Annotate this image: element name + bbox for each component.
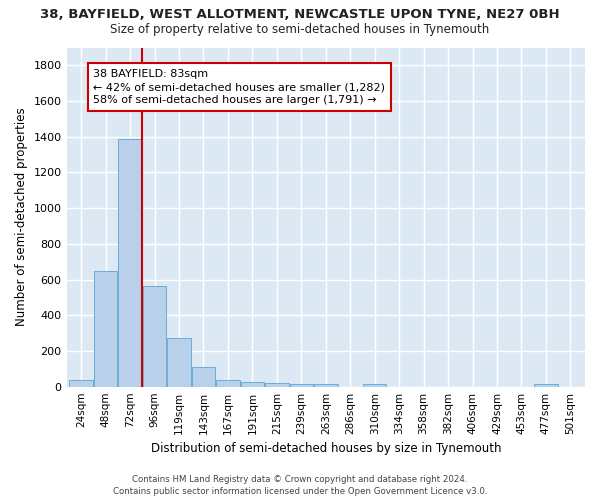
Bar <box>70 380 93 386</box>
Bar <box>363 384 386 386</box>
Text: Contains HM Land Registry data © Crown copyright and database right 2024.
Contai: Contains HM Land Registry data © Crown c… <box>113 474 487 496</box>
Y-axis label: Number of semi-detached properties: Number of semi-detached properties <box>15 108 28 326</box>
Bar <box>290 384 313 386</box>
Text: 38 BAYFIELD: 83sqm
← 42% of semi-detached houses are smaller (1,282)
58% of semi: 38 BAYFIELD: 83sqm ← 42% of semi-detache… <box>94 69 385 106</box>
Bar <box>314 384 338 386</box>
Bar <box>94 271 118 386</box>
X-axis label: Distribution of semi-detached houses by size in Tynemouth: Distribution of semi-detached houses by … <box>151 442 501 455</box>
Bar <box>143 286 166 386</box>
Bar <box>265 383 289 386</box>
Bar <box>192 368 215 386</box>
Bar <box>216 380 239 386</box>
Text: Size of property relative to semi-detached houses in Tynemouth: Size of property relative to semi-detach… <box>110 22 490 36</box>
Bar <box>534 384 557 386</box>
Bar <box>118 140 142 386</box>
Bar <box>167 338 191 386</box>
Text: 38, BAYFIELD, WEST ALLOTMENT, NEWCASTLE UPON TYNE, NE27 0BH: 38, BAYFIELD, WEST ALLOTMENT, NEWCASTLE … <box>40 8 560 20</box>
Bar <box>241 382 264 386</box>
